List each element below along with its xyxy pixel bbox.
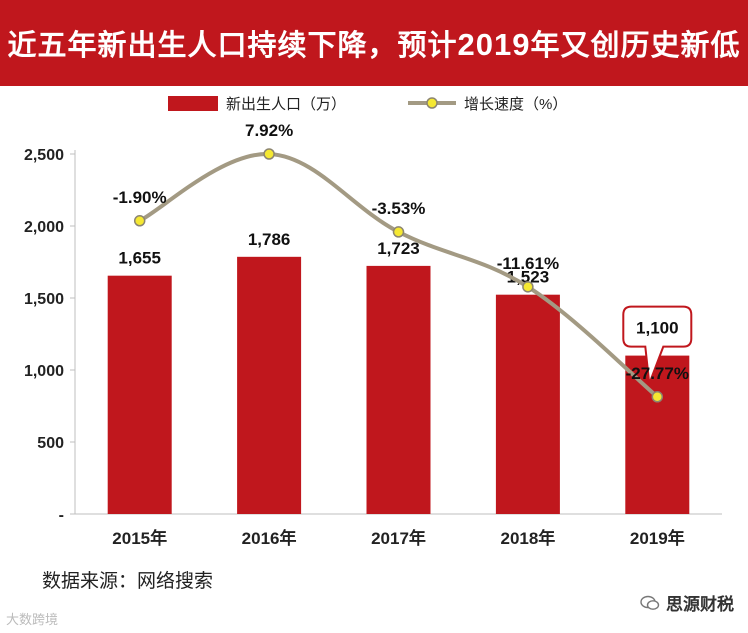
callout-box: [622, 305, 693, 384]
y-tick-label: 1,500: [24, 291, 64, 308]
combo-chart: - 500 1,000 1,500 2,000 2,500 2015年 2016年 2017年 2…: [24, 96, 722, 548]
source-note: 数据来源：网络搜索: [42, 570, 214, 592]
growth-value-label: -27.77%: [626, 364, 689, 383]
x-tick-label: 2019年: [630, 528, 685, 548]
bar: [495, 294, 560, 514]
bar-value-label: 1,100: [636, 319, 679, 338]
legend-bar-swatch: [168, 96, 218, 111]
bar-value-label: 1,723: [377, 239, 420, 258]
title-banner: 近五年新出生人口持续下降，预计2019年又创历史新低: [0, 0, 748, 86]
growth-value-label: 7.92%: [245, 121, 293, 140]
legend-line-label: 增长速度（%）: [464, 96, 567, 113]
x-tick-label: 2015年: [112, 528, 167, 548]
growth-point: [522, 281, 534, 293]
bar: [107, 275, 172, 514]
y-tick-label: 2,500: [24, 147, 64, 164]
x-tick-label: 2016年: [242, 528, 297, 548]
y-tick-label: 500: [37, 435, 64, 452]
growth-value-label: -3.53%: [372, 199, 426, 218]
watermark-left: 大数跨境: [6, 613, 59, 628]
growth-point: [263, 148, 275, 160]
watermark-right: 思源财税: [640, 590, 734, 615]
wechat-icon: [640, 595, 660, 610]
watermark-right-text: 思源财税: [666, 595, 734, 615]
y-tick-label: -: [59, 507, 64, 524]
legend-line-marker: [426, 97, 438, 109]
growth-point: [651, 391, 664, 403]
title-part2: 年又创历史新低: [530, 28, 741, 62]
bar: [366, 265, 431, 514]
x-tick-label: 2018年: [500, 528, 555, 548]
growth-value-label: -11.61%: [497, 254, 559, 273]
title-year: 2019: [457, 27, 531, 62]
title-part1: 近五年新出生人口持续下降，预计: [7, 28, 458, 62]
legend-bar-label: 新出生人口（万）: [226, 96, 346, 113]
y-tick-label: 2,000: [24, 219, 64, 236]
bar-value-label: 1,655: [118, 249, 161, 268]
growth-point: [392, 226, 405, 238]
chart-title: 近五年新出生人口持续下降，预计2019年又创历史新低: [8, 22, 741, 64]
bar-value-label: 1,786: [248, 230, 291, 249]
bar: [625, 355, 690, 514]
growth-point: [133, 215, 146, 227]
bar: [237, 256, 302, 514]
x-tick-label: 2017年: [371, 528, 426, 548]
chart-panel: - 500 1,000 1,500 2,000 2,500 2015年 2016年 2017年 2…: [0, 86, 748, 586]
y-tick-label: 1,000: [24, 363, 64, 380]
growth-value-label: -1.90%: [113, 188, 167, 207]
